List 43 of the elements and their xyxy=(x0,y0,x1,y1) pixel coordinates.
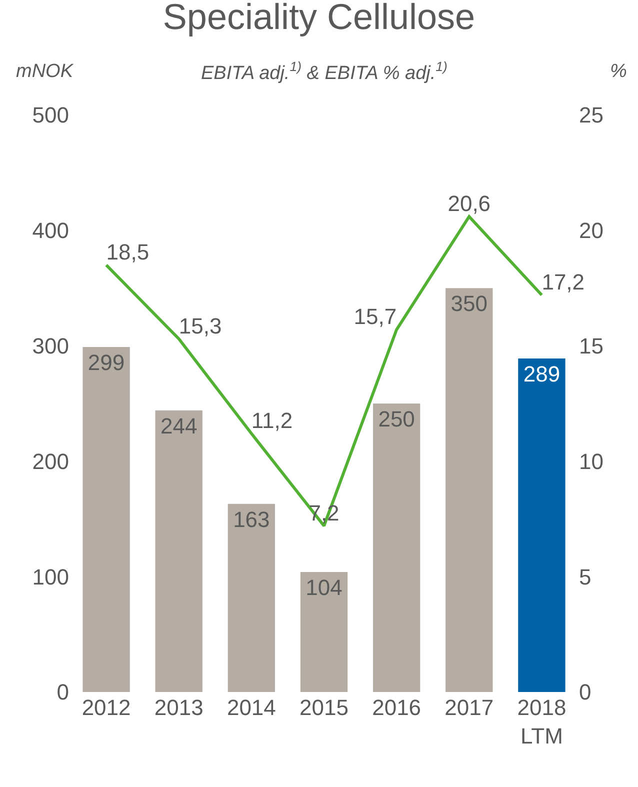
x-tick-label: 2015 xyxy=(300,695,348,720)
bar xyxy=(518,358,566,692)
data-label: 250 xyxy=(378,406,415,432)
y2-axis-title: % xyxy=(610,61,627,82)
data-label: 11,2 xyxy=(251,408,293,433)
bar xyxy=(446,288,493,692)
data-label: 350 xyxy=(450,291,488,316)
y2-tick-label: 10 xyxy=(579,448,604,474)
y2-tick-label: 15 xyxy=(579,334,604,358)
bar xyxy=(155,410,202,692)
y-tick-label: 400 xyxy=(32,218,69,244)
data-label: 163 xyxy=(233,506,270,532)
x-tick-label: 2014 xyxy=(226,695,276,720)
bar xyxy=(300,572,348,692)
data-label: 15,7 xyxy=(354,304,397,330)
x-tick-label: 2017 xyxy=(444,695,494,720)
y2-tick-label: 5 xyxy=(579,564,592,590)
y-tick-label: 0 xyxy=(56,680,69,705)
y2-tick-label: 20 xyxy=(579,218,604,244)
chart-title: Speciality Cellulose xyxy=(162,0,476,38)
data-label: 289 xyxy=(523,361,560,386)
y2-tick-label: 25 xyxy=(579,102,604,128)
bar xyxy=(82,346,130,692)
y-axis-title: mNOK xyxy=(16,61,74,82)
data-label: 17,2 xyxy=(542,270,585,295)
y-tick-label: 300 xyxy=(32,334,69,358)
x-tick-label: 2016 xyxy=(372,695,422,720)
x-tick-label: 2012 xyxy=(82,695,131,720)
data-label: 104 xyxy=(306,574,342,600)
bar xyxy=(228,504,276,692)
data-label: 244 xyxy=(160,413,198,438)
x-tick-label: 2018 LTM xyxy=(517,695,566,749)
x-tick-label: 2013 xyxy=(154,695,204,720)
bar xyxy=(372,404,420,692)
y-tick-label: 100 xyxy=(32,564,69,590)
y-tick-label: 200 xyxy=(32,448,69,474)
y-tick-label: 500 xyxy=(32,102,69,128)
chart-subtitle: EBITA adj.$^{1)}$ & EBITA % adj.$^{1)}$ xyxy=(201,59,448,84)
data-label: 299 xyxy=(88,350,125,375)
data-label: 15,3 xyxy=(178,313,222,338)
y2-tick-label: 0 xyxy=(579,680,592,705)
data-label: 18,5 xyxy=(106,240,150,265)
data-label: 20,6 xyxy=(448,191,491,216)
